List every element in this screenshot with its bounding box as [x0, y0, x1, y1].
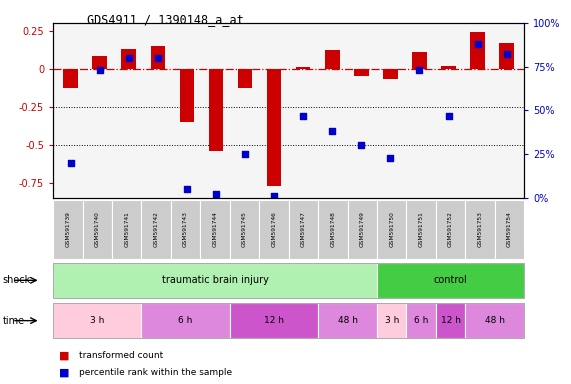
Bar: [63, 69, 78, 88]
Point: [299, 113, 308, 119]
Point: [415, 67, 424, 73]
Point: [95, 67, 104, 73]
Text: ■: ■: [59, 367, 69, 377]
Point: [502, 51, 511, 58]
Text: 3 h: 3 h: [90, 316, 104, 325]
Text: GSM591743: GSM591743: [183, 212, 188, 247]
Text: GSM591746: GSM591746: [271, 212, 276, 247]
Text: GSM591749: GSM591749: [360, 212, 365, 247]
Text: GSM591754: GSM591754: [507, 212, 512, 247]
Bar: [383, 69, 397, 79]
Text: GSM591742: GSM591742: [154, 212, 159, 247]
Bar: [151, 46, 165, 69]
Text: GSM591741: GSM591741: [124, 212, 129, 247]
Bar: [180, 69, 194, 122]
Text: GSM591753: GSM591753: [477, 212, 482, 247]
Point: [182, 186, 191, 192]
Text: GSM591745: GSM591745: [242, 212, 247, 247]
Bar: [208, 69, 223, 151]
Bar: [238, 69, 252, 88]
Text: 6 h: 6 h: [178, 316, 193, 325]
Text: 12 h: 12 h: [264, 316, 284, 325]
Bar: [471, 32, 485, 69]
Text: ■: ■: [59, 350, 69, 360]
Text: 12 h: 12 h: [441, 316, 461, 325]
Bar: [412, 52, 427, 69]
Text: GSM591750: GSM591750: [389, 212, 394, 247]
Point: [153, 55, 162, 61]
Point: [473, 41, 482, 47]
Point: [386, 154, 395, 161]
Text: GSM591748: GSM591748: [330, 212, 335, 247]
Text: shock: shock: [3, 275, 31, 285]
Text: GDS4911 / 1390148_a_at: GDS4911 / 1390148_a_at: [87, 13, 244, 26]
Bar: [93, 56, 107, 69]
Text: 6 h: 6 h: [414, 316, 428, 325]
Text: time: time: [3, 316, 25, 326]
Text: GSM591740: GSM591740: [95, 212, 100, 247]
Bar: [441, 66, 456, 69]
Point: [124, 55, 133, 61]
Text: 3 h: 3 h: [384, 316, 399, 325]
Text: 48 h: 48 h: [337, 316, 357, 325]
Point: [328, 128, 337, 134]
Text: GSM591751: GSM591751: [419, 212, 424, 247]
Point: [357, 142, 366, 149]
Text: 48 h: 48 h: [485, 316, 505, 325]
Bar: [500, 43, 514, 69]
Text: GSM591747: GSM591747: [301, 212, 306, 247]
Text: traumatic brain injury: traumatic brain injury: [162, 275, 268, 285]
Text: GSM591744: GSM591744: [212, 212, 218, 247]
Text: control: control: [434, 275, 468, 285]
Point: [211, 191, 220, 197]
Bar: [296, 67, 311, 69]
Point: [270, 193, 279, 199]
Bar: [267, 69, 282, 185]
Bar: [325, 50, 340, 69]
Text: GSM591739: GSM591739: [65, 212, 70, 247]
Point: [240, 151, 250, 157]
Text: transformed count: transformed count: [79, 351, 163, 360]
Point: [66, 160, 75, 166]
Point: [444, 113, 453, 119]
Bar: [122, 49, 136, 69]
Text: percentile rank within the sample: percentile rank within the sample: [79, 368, 232, 377]
Bar: [354, 69, 369, 76]
Text: GSM591752: GSM591752: [448, 212, 453, 247]
